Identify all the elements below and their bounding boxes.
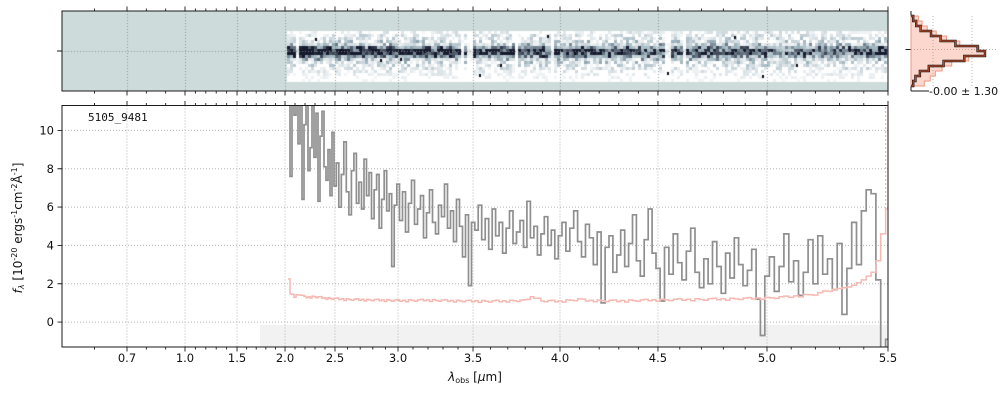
x-tick-label: 2.0 [276,351,294,365]
x-tick-label: 0.7 [118,351,136,365]
valid-region-shading [260,324,888,347]
noise-stats-label: -0.00 ± 1.30 [929,85,999,98]
axis-label-token: Å [11,175,25,184]
x-tick-label: 2.5 [326,351,344,365]
axis-label-token: λ [17,284,26,290]
y-tick-label: 0 [47,315,54,329]
x-tick-label: 4.0 [551,351,569,365]
x-tick-label: 5.5 [879,351,897,365]
axis-label-token: λ [448,370,456,384]
y-tick-label: 2 [47,277,54,291]
hist-step-red [911,15,986,87]
spec1d-frame [61,105,889,348]
axis-label-token: f [11,289,25,294]
axis-label-token: [ [469,370,478,384]
x-tick-label: 3.0 [389,351,407,365]
axis-label-token: -1 [10,167,19,176]
x-tick-label: 4.5 [649,351,667,365]
axis-label-token: -2 [10,183,19,192]
axis-label-token: obs [455,376,470,385]
y-tick-label: 4 [47,238,54,252]
y-tick-label: 8 [47,162,54,176]
x-tick-label: 5.0 [758,351,776,365]
axis-label-token: -1 [10,209,19,218]
axis-ticks [57,6,911,352]
axis-label-token: μ [477,370,486,384]
axis-label-token: ergs [11,217,25,248]
x-axis-label: λobs [μm] [448,370,502,385]
hist-outer [910,15,986,87]
axis-label-token: ] [11,162,25,168]
axis-label-token: m] [485,370,502,384]
y-axis-label: fλ [10-20 ergs-1cm-2Å-1] [10,163,26,294]
spec2d-heatmap [62,11,888,91]
flux-line [289,105,888,347]
x-tick-label: 1.5 [228,351,246,365]
axis-label-token: -20 [10,247,19,261]
y-tick-label: 10 [39,123,54,137]
error-line [288,208,888,304]
y-tick-label: 6 [47,200,54,214]
spec2d-frame [61,10,889,92]
x-tick-label: 1.0 [176,351,194,365]
axis-label-token: [10 [11,260,25,285]
x-tick-label: 3.5 [464,351,482,365]
axis-label-token: cm [11,191,25,210]
source-id-label: 5105_9481 [88,111,148,124]
